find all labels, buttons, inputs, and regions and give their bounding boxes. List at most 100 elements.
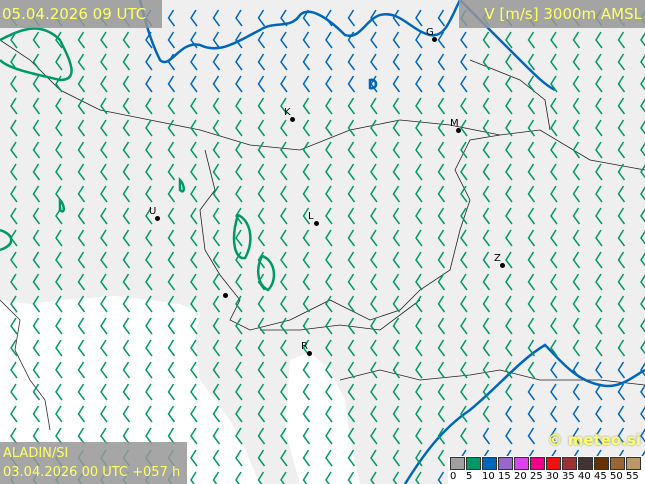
wind-barb — [347, 185, 356, 203]
wind-barb — [212, 449, 221, 467]
wind-barb — [392, 185, 401, 203]
wind-barb — [280, 119, 288, 137]
wind-barb — [190, 339, 198, 357]
wind-barb — [280, 273, 288, 291]
model-name: ALADIN/SI — [3, 446, 69, 461]
wind-barb — [190, 163, 198, 181]
wind-barb — [640, 296, 645, 311]
wind-barb — [482, 229, 491, 247]
wind-barb — [190, 449, 198, 467]
wind-barb — [392, 339, 401, 357]
wind-barb — [55, 361, 63, 379]
wind-barb — [572, 427, 581, 445]
wind-barb — [302, 273, 311, 291]
wind-barb — [617, 383, 626, 401]
wind-barb — [640, 120, 645, 135]
wind-barb — [572, 339, 581, 357]
city-label: R — [301, 341, 308, 352]
wind-barb — [640, 340, 645, 355]
city-label: Z — [494, 253, 501, 264]
wind-barb — [347, 405, 356, 423]
wind-barb — [617, 97, 626, 115]
wind-barb — [550, 185, 558, 203]
wind-barb — [505, 317, 513, 335]
wind-barb — [302, 251, 311, 269]
wind-barb — [460, 229, 468, 247]
city-label: M — [450, 118, 459, 129]
wind-barb — [347, 75, 356, 93]
wind-barb — [167, 273, 176, 291]
wind-barb — [167, 405, 176, 423]
wind-barb — [415, 53, 423, 71]
wind-barb — [122, 317, 131, 335]
wind-barb — [302, 185, 311, 203]
wind-barb — [280, 207, 288, 225]
wind-barb — [280, 97, 288, 115]
wind-barb — [482, 273, 491, 291]
legend-tick: 50 — [610, 471, 623, 482]
wind-barb — [527, 53, 536, 71]
wind-barb — [392, 9, 401, 27]
wind-barb — [190, 97, 198, 115]
wind-barb — [100, 141, 108, 159]
wind-barb — [415, 383, 423, 401]
wind-barb — [122, 75, 131, 93]
wind-barb — [595, 251, 603, 269]
wind-barb — [550, 229, 558, 247]
wind-barb — [77, 405, 86, 423]
wind-barb — [55, 339, 63, 357]
wind-barb — [325, 53, 333, 71]
legend-swatch — [546, 457, 561, 470]
wind-barb — [55, 405, 63, 423]
wind-barb — [122, 31, 131, 49]
wind-barb — [190, 75, 198, 93]
wind-barb — [550, 97, 558, 115]
wind-barb — [32, 53, 41, 71]
wind-barb — [280, 185, 288, 203]
wind-barb — [145, 383, 153, 401]
wind-barb — [77, 119, 86, 137]
wind-barb — [302, 361, 311, 379]
wind-barb — [482, 339, 491, 357]
wind-barb — [325, 449, 333, 467]
wind-barb — [55, 383, 63, 401]
wind-barb — [415, 471, 422, 484]
wind-barb — [415, 163, 423, 181]
wind-barb — [572, 383, 581, 401]
wind-barb — [505, 119, 513, 137]
city-marker: G — [426, 27, 437, 42]
wind-barb — [482, 317, 491, 335]
city-dot — [223, 293, 228, 298]
wind-barb — [392, 75, 401, 93]
wind-barb — [167, 31, 176, 49]
city-marker: Z — [494, 253, 505, 268]
wind-barb — [617, 31, 626, 49]
wind-barb — [370, 119, 378, 137]
wind-barb — [595, 273, 603, 291]
wind-barb — [595, 405, 603, 423]
wind-barb — [437, 229, 446, 247]
wind-barb — [100, 207, 108, 225]
wind-barb — [32, 229, 41, 247]
wind-barb — [437, 163, 446, 181]
wind-barb — [122, 427, 131, 445]
city-dot — [500, 263, 505, 268]
wind-barb — [325, 361, 333, 379]
borders — [0, 39, 645, 431]
wind-barb — [392, 141, 401, 159]
wind-barb — [437, 251, 446, 269]
wind-barb — [572, 273, 581, 291]
wind-barb — [100, 405, 108, 423]
wind-barb — [122, 273, 131, 291]
wind-barb — [167, 339, 176, 357]
wind-barb — [325, 273, 333, 291]
wind-barb — [257, 53, 266, 71]
wind-barb — [550, 427, 558, 445]
wind-barb — [595, 119, 603, 137]
wind-barb — [190, 295, 198, 313]
wind-barb — [415, 251, 423, 269]
wind-barb — [212, 75, 221, 93]
wind-barb — [302, 207, 311, 225]
wind-barb — [370, 317, 378, 335]
wind-barb — [10, 207, 18, 225]
